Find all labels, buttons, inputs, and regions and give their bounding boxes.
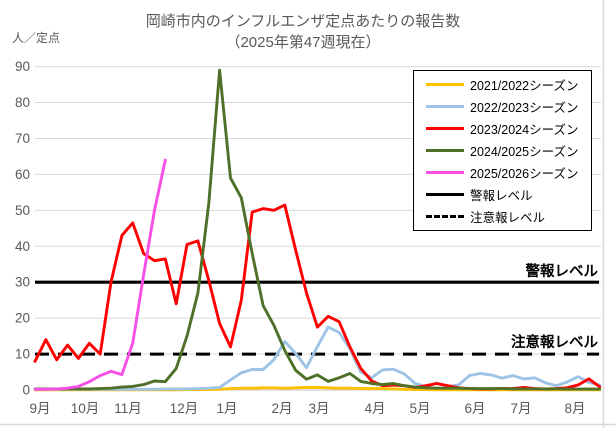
x-axis-month-labels: 9月 10月 11月 12月 1月 2月 3月 4月 5月 6月 7月 8月	[29, 401, 585, 416]
x-month-label-1: 9月	[29, 401, 50, 416]
legend-item-6: 警報レベル	[426, 185, 591, 205]
legend-line-swatch	[426, 148, 464, 152]
legend-item-label: 警報レベル	[470, 189, 533, 204]
series-line-2022-2023	[33, 325, 602, 391]
x-month-label-8: 4月	[364, 401, 385, 416]
y-tick-label-50: 50	[15, 203, 30, 218]
legend-item-4: 2024/2025シーズン	[426, 140, 591, 160]
chart-title-line2: （2025年第47週現在）	[225, 33, 380, 51]
x-month-label-2: 10月	[71, 401, 100, 416]
series-line-2025-2026	[33, 158, 167, 391]
x-month-label-9: 5月	[409, 401, 430, 416]
legend-item-1: 2021/2022シーズン	[426, 74, 591, 94]
legend-item-label: 2021/2022シーズン	[470, 78, 579, 93]
y-axis-unit-label: 人／定点	[12, 30, 60, 45]
y-tick-label-70: 70	[15, 131, 30, 146]
x-month-label-5: 1月	[216, 401, 237, 416]
y-tick-label-40: 40	[15, 239, 30, 254]
legend-item-label: 2024/2025シーズン	[470, 144, 579, 159]
x-month-label-3: 11月	[114, 401, 142, 416]
legend-item-label: 2023/2024シーズン	[470, 122, 579, 137]
y-axis-tick-labels: 0 10 20 30 40 50 60 70 80 90	[15, 59, 30, 397]
legend-line-swatch	[426, 215, 464, 219]
y-tick-label-30: 30	[15, 275, 30, 290]
legend-item-2: 2022/2023シーズン	[426, 96, 591, 116]
x-month-label-12: 8月	[564, 401, 585, 416]
y-tick-label-90: 90	[15, 59, 30, 74]
legend-item-label: 注意報レベル	[470, 211, 546, 226]
y-tick-label-60: 60	[15, 167, 30, 182]
legend-line-swatch	[426, 171, 464, 175]
y-tick-label-20: 20	[15, 311, 30, 326]
series-line-2024-2025	[33, 68, 602, 391]
series-lines	[33, 68, 602, 392]
x-month-label-7: 3月	[308, 401, 329, 416]
legend-item-label: 2025/2026シーズン	[470, 167, 579, 182]
legend-item-3: 2023/2024シーズン	[426, 118, 591, 138]
legend-line-swatch	[426, 193, 464, 197]
x-month-label-4: 12月	[170, 401, 199, 416]
legend-line-swatch	[426, 82, 464, 86]
series-line-2023-2024	[33, 203, 602, 391]
legend-item-5: 2025/2026シーズン	[426, 163, 591, 183]
legend-line-swatch	[426, 126, 464, 130]
legend: 2021/2022シーズン 2022/2023シーズン 2023/2024シーズン 2…	[413, 70, 592, 231]
y-tick-label-0: 0	[22, 383, 30, 398]
y-tick-label-80: 80	[15, 95, 30, 110]
chart-title-line1: 岡崎市内のインフルエンザ定点あたりの報告数	[146, 13, 461, 30]
legend-item-7: 注意報レベル	[426, 207, 591, 227]
legend-item-label: 2022/2023シーズン	[470, 100, 579, 115]
x-month-label-10: 6月	[464, 401, 485, 416]
alert-level-label: 警報レベル	[525, 262, 599, 280]
legend-line-swatch	[426, 104, 464, 108]
x-month-label-6: 2月	[271, 401, 292, 416]
x-month-label-11: 7月	[510, 401, 531, 416]
y-tick-label-10: 10	[15, 347, 30, 362]
caution-level-label: 注意報レベル	[511, 333, 598, 351]
